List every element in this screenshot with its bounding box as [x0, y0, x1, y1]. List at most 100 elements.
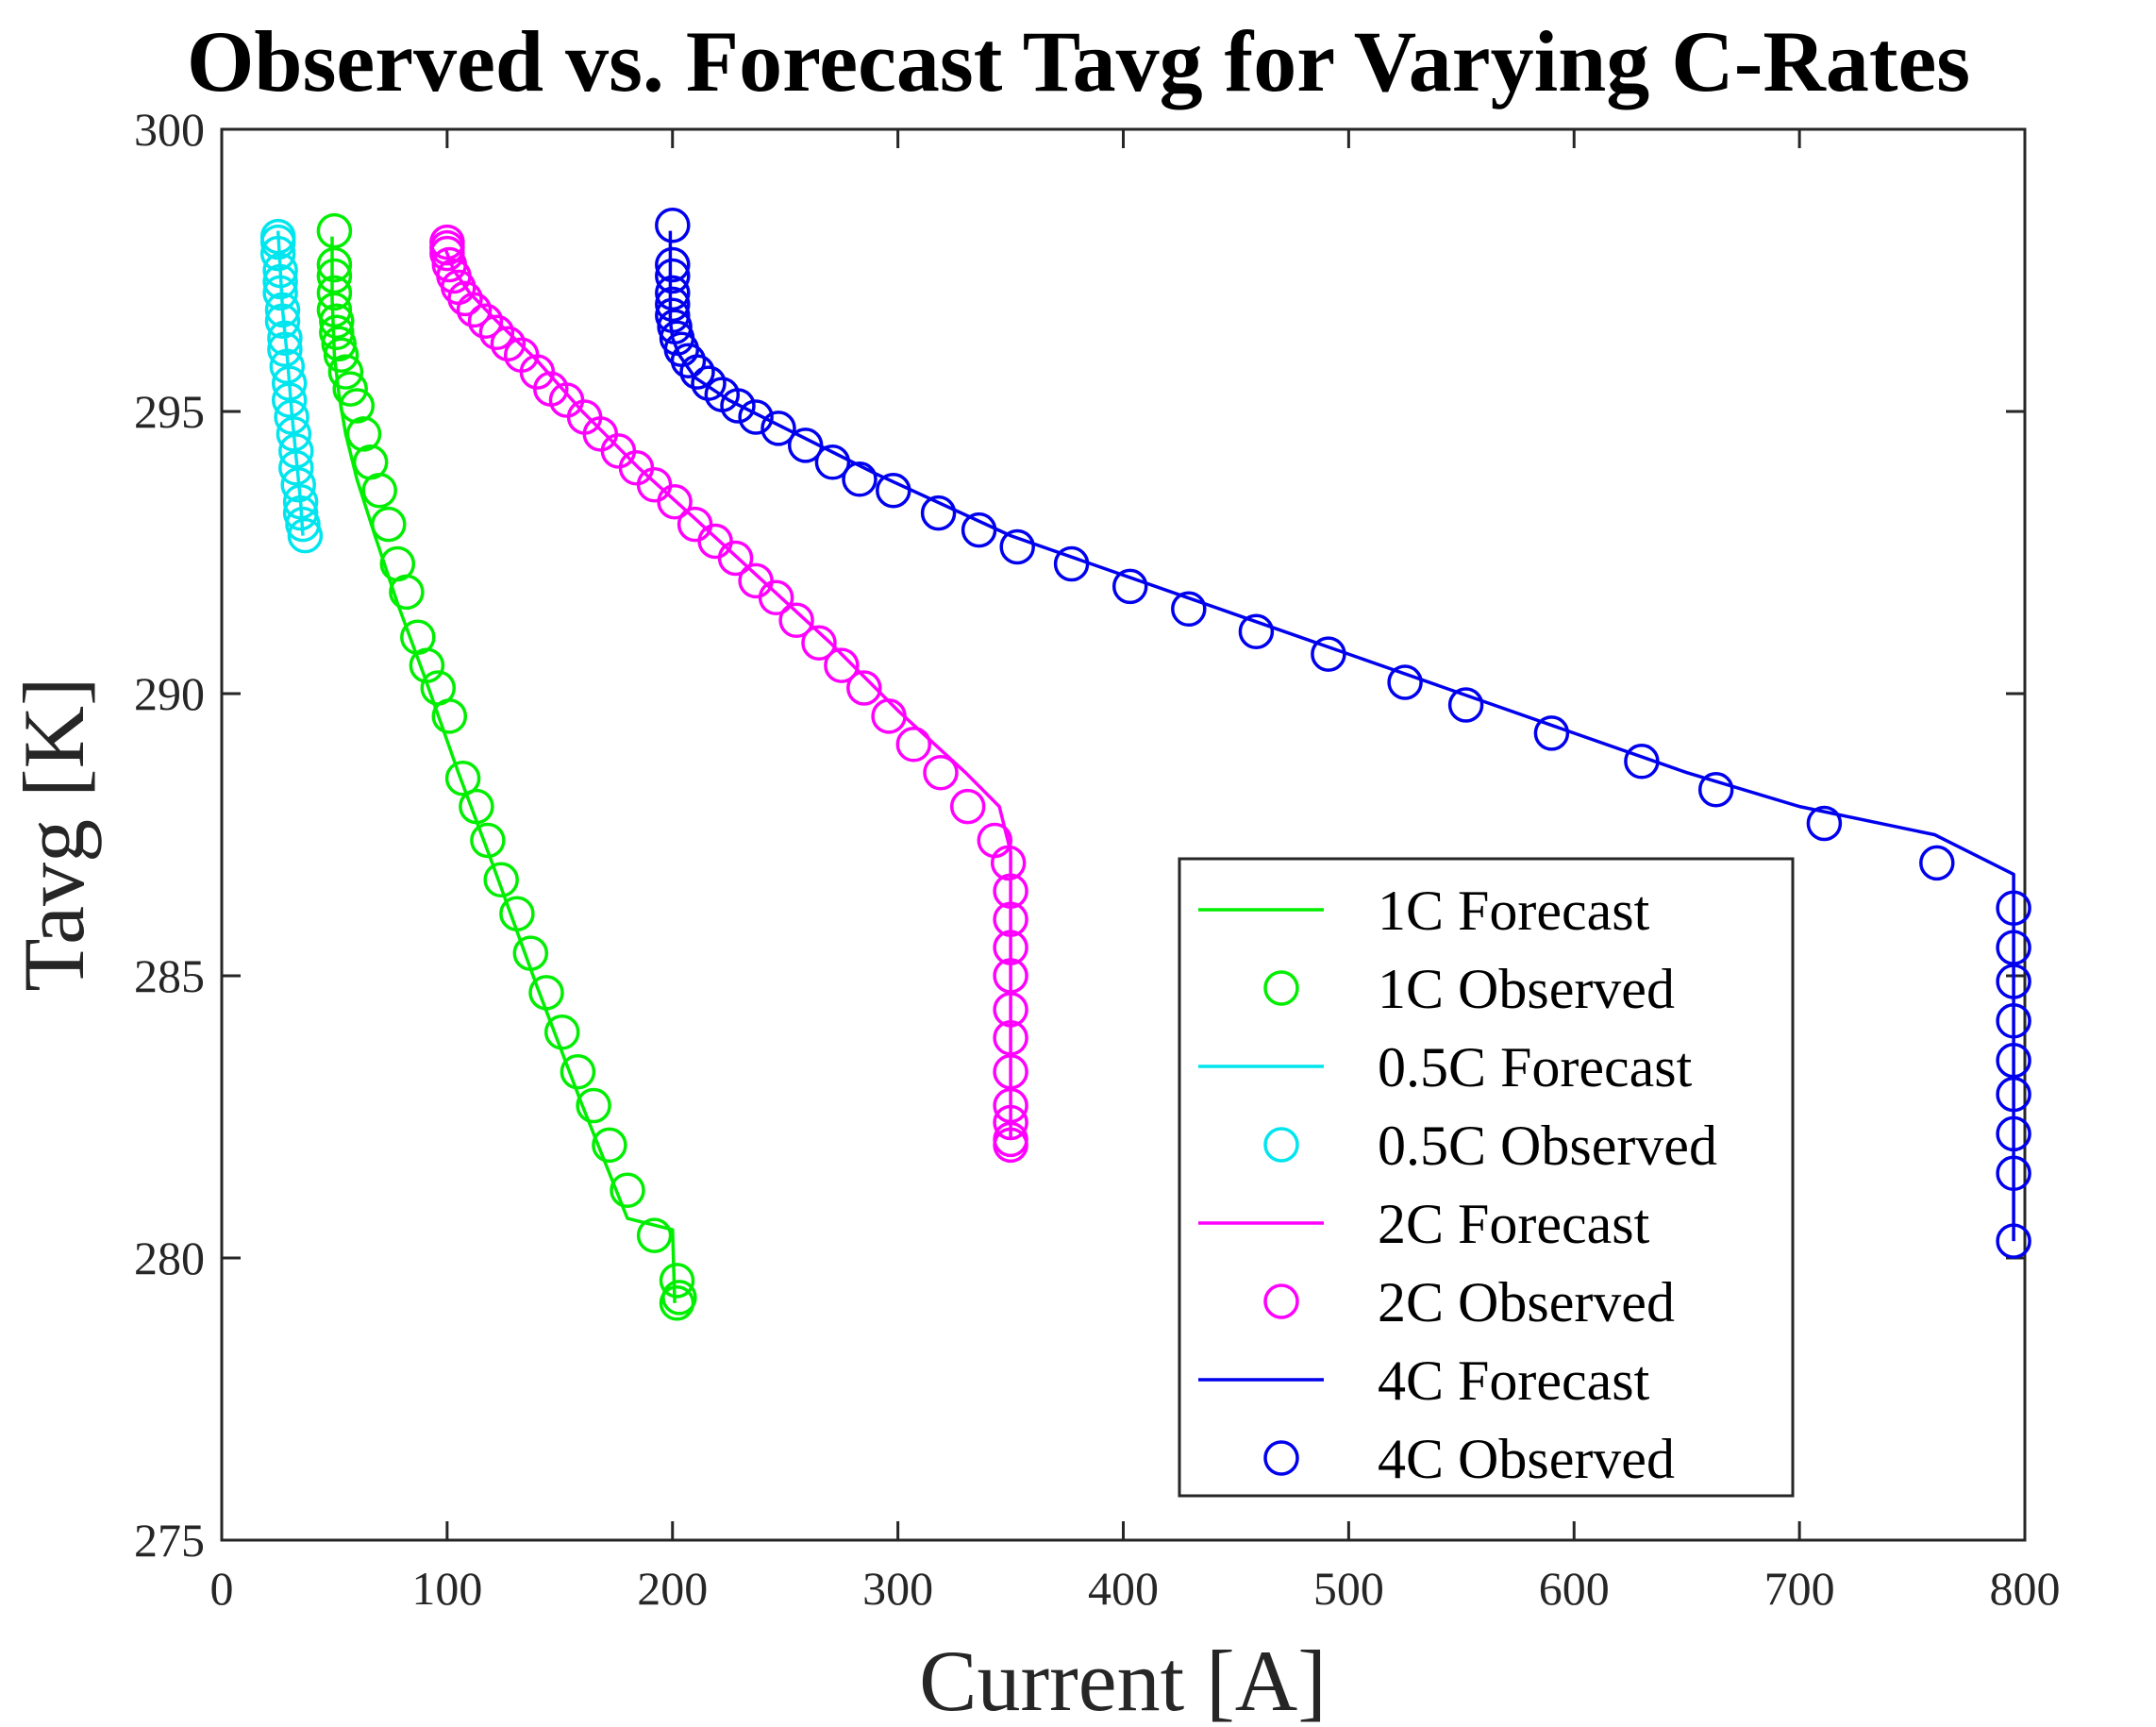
y-tick-label: 275 [134, 1514, 205, 1567]
x-tick-label: 300 [862, 1562, 933, 1615]
4c-observed-marker [655, 275, 691, 311]
1c-observed-marker [316, 212, 353, 249]
4c-observed-marker [842, 461, 877, 497]
2c-observed-marker [993, 901, 1028, 937]
y-tick-label: 300 [134, 103, 205, 156]
y-tick-label: 290 [134, 667, 205, 720]
4c-observed-marker [1533, 715, 1570, 751]
4c-observed-marker [1919, 845, 1955, 881]
0-5c-observed-marker [285, 506, 321, 543]
x-axis-label: Current [A] [919, 1633, 1327, 1727]
1c-observed-marker [345, 416, 382, 452]
1c-observed-marker [659, 1285, 695, 1321]
legend-label-1c-observed: 1C Observed [1378, 958, 1675, 1020]
4c-observed-marker [1311, 636, 1346, 672]
1c-observed-marker [528, 975, 564, 1011]
axis-ticks: 0 100 200 300 400 500 600 700 800 275 280 285 290 295… [134, 103, 2061, 1615]
2c-observed-marker [478, 314, 515, 351]
4c-observed-marker [1996, 1223, 2031, 1259]
2c-observed-marker [871, 698, 907, 734]
legend-swatch-4c-observed [1263, 1440, 1299, 1476]
4c-observed-marker [1624, 744, 1660, 780]
2c-observed-marker [949, 788, 986, 825]
2c-observed-marker [990, 845, 1027, 881]
1c-observed-marker [327, 354, 364, 390]
legend-label-0-5c-forecast: 0.5C Forecast [1378, 1036, 1693, 1098]
series-layer [259, 207, 2031, 1321]
x-tick-label: 600 [1539, 1562, 1610, 1615]
4c-observed-marker [655, 286, 691, 323]
4c-observed-marker [1053, 545, 1090, 582]
2c-observed-marker [456, 292, 493, 328]
2c-observed-marker [993, 992, 1028, 1028]
4c-observed-marker [1806, 805, 1843, 842]
4c-observed-marker [738, 399, 774, 435]
0-5c-observed-marker [269, 348, 306, 384]
2c-observed-marker [846, 670, 882, 706]
0-5c-observed-marker [267, 320, 303, 357]
1c-observed-marker [316, 258, 353, 294]
4c-observed-marker [1111, 568, 1148, 605]
legend-swatch-0-5c-observed [1263, 1127, 1299, 1163]
2c-observed-marker [657, 483, 693, 520]
4c-observed-marker [1171, 591, 1207, 628]
1c-observed-marker [636, 1217, 673, 1253]
0-5c-observed-marker [267, 331, 303, 367]
1c-observed-marker [409, 647, 445, 683]
x-tick-label: 200 [637, 1562, 708, 1615]
4c-observed-marker [657, 309, 693, 345]
1c-observed-marker [512, 935, 549, 971]
x-tick-label: 0 [210, 1562, 234, 1615]
1c-observed-marker [444, 760, 481, 796]
4c-observed-marker [814, 444, 851, 480]
2c-observed-marker [993, 873, 1028, 910]
1c-observed-marker [361, 472, 397, 509]
1c-observed-marker [560, 1053, 596, 1090]
0-5c-observed-marker [264, 292, 301, 328]
2c-observed-marker [758, 579, 794, 616]
2c-observed-marker [717, 540, 754, 577]
4c-observed-marker [1996, 1003, 2031, 1039]
4c-observed-marker [1996, 964, 2031, 999]
4c-observed-marker [920, 495, 957, 531]
x-tick-label: 400 [1088, 1562, 1159, 1615]
1c-observed-marker [459, 788, 494, 825]
4c-observed-marker [760, 411, 796, 446]
1c-observed-marker [389, 574, 425, 611]
4c-observed-marker [1996, 1076, 2031, 1113]
4c-observed-marker [1996, 1042, 2031, 1079]
0-5c-observed-marker [282, 495, 319, 531]
legend-label-2c-observed: 2C Observed [1378, 1271, 1675, 1333]
0-5c-observed-marker [274, 399, 309, 435]
0-5c-observed-marker [262, 275, 298, 311]
2c-observed-marker [778, 602, 814, 639]
2c-observed-marker [923, 754, 959, 791]
4c-observed-marker [999, 528, 1035, 565]
2c-observed-marker [993, 1053, 1028, 1090]
0-5c-observed-marker [259, 224, 296, 260]
2c-observed-marker [467, 303, 504, 340]
2c-observed-marker [824, 647, 860, 683]
x-tick-label: 100 [411, 1562, 482, 1615]
0-5c-observed-marker [259, 235, 296, 272]
4c-forecast-line [668, 230, 2015, 1242]
4c-observed-marker [670, 343, 707, 378]
4c-observed-marker [961, 511, 997, 548]
2c-observed-marker [993, 958, 1028, 994]
1c-observed-marker [319, 314, 355, 351]
0-5c-observed-marker [271, 365, 308, 401]
0-5c-observed-marker [287, 517, 324, 554]
1c-observed-marker [610, 1172, 645, 1208]
2c-observed-marker [993, 1020, 1028, 1056]
4c-observed-marker [1996, 930, 2031, 965]
1c-observed-marker [543, 1014, 580, 1050]
2c-observed-marker [490, 326, 526, 361]
1c-observed-marker [321, 326, 357, 361]
1c-observed-marker [319, 303, 355, 340]
4c-observed-marker [1996, 890, 2031, 926]
4c-observed-marker [655, 207, 691, 243]
legend-label-1c-forecast: 1C Forecast [1378, 880, 1650, 942]
1c-observed-marker [316, 275, 353, 311]
1c-observed-marker [483, 862, 519, 898]
